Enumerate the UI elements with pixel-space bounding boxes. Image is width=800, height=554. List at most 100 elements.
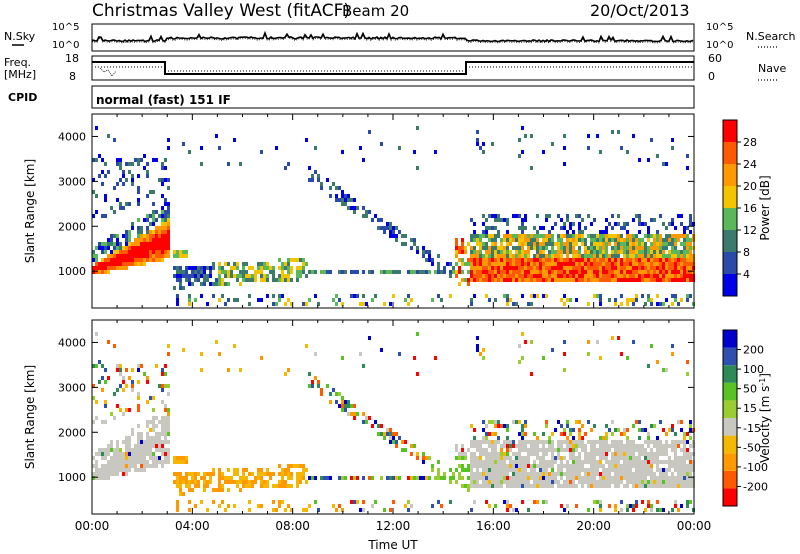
velocity-cell: [119, 460, 122, 464]
power-cell: [152, 202, 155, 206]
velocity-cell: [179, 480, 182, 484]
power-cell: [179, 278, 182, 282]
power-cell: [488, 214, 491, 218]
power-cell: [389, 302, 392, 306]
power-cell: [500, 270, 503, 274]
velocity-cell: [461, 444, 464, 448]
power-cell: [620, 294, 623, 298]
power-cell: [104, 250, 107, 254]
velocity-cell: [647, 364, 650, 368]
power-cell: [113, 186, 116, 190]
power-cell: [554, 274, 557, 278]
power-cell: [557, 266, 560, 270]
velocity-cell: [497, 452, 500, 456]
power-cell: [554, 254, 557, 258]
power-cell: [533, 242, 536, 246]
freq-right-tick-top: 60: [708, 52, 722, 65]
power-cell: [410, 270, 413, 274]
power-cell: [125, 230, 128, 234]
power-cell: [200, 162, 203, 166]
velocity-cell: [485, 472, 488, 476]
velocity-cell: [659, 460, 662, 464]
power-cell: [521, 250, 524, 254]
power-cell: [167, 214, 170, 218]
velocity-cell: [161, 440, 164, 444]
velocity-cell: [143, 448, 146, 452]
velocity-cell: [242, 480, 245, 484]
power-cell: [155, 230, 158, 234]
power-cell: [545, 238, 548, 242]
power-x-ticks: [91, 114, 695, 308]
velocity-cell: [317, 384, 320, 388]
power-cell: [125, 246, 128, 250]
power-cell: [197, 266, 200, 270]
power-cell: [224, 274, 227, 278]
velocity-cell: [539, 456, 542, 460]
power-cell: [101, 214, 104, 218]
velocity-cell: [218, 472, 221, 476]
velocity-cell: [551, 476, 554, 480]
power-cell: [137, 162, 140, 166]
velocity-cell: [347, 404, 350, 408]
velocity-cell: [563, 352, 566, 356]
velocity-cell: [314, 352, 317, 356]
velocity-cell: [416, 456, 419, 460]
power-cell: [626, 150, 629, 154]
velocity-cell: [542, 464, 545, 468]
velocity-cell: [647, 456, 650, 460]
velocity-cell: [428, 456, 431, 460]
power-cell: [110, 238, 113, 242]
velocity-cell: [485, 448, 488, 452]
velocity-cell: [239, 476, 242, 480]
velocity-cell: [614, 484, 617, 488]
power-cell: [362, 206, 365, 210]
velocity-cell: [101, 464, 104, 468]
velocity-cell: [518, 360, 521, 364]
power-cell: [671, 262, 674, 266]
velocity-cell: [167, 412, 170, 416]
velocity-cell: [656, 460, 659, 464]
power-cell: [662, 278, 665, 282]
velocity-cell: [521, 332, 524, 336]
velocity-cell: [617, 448, 620, 452]
power-cell: [530, 274, 533, 278]
power-cell: [248, 278, 251, 282]
velocity-cell: [488, 452, 491, 456]
velocity-cell: [653, 476, 656, 480]
power-cell: [557, 242, 560, 246]
velocity-cell: [671, 424, 674, 428]
velocity-cell: [518, 440, 521, 444]
velocity-cell: [167, 384, 170, 388]
power-cell: [533, 278, 536, 282]
power-cell: [131, 246, 134, 250]
power-cell: [668, 278, 671, 282]
power-cell: [461, 262, 464, 266]
colorbar-tick-label: 200: [743, 344, 764, 357]
power-cell: [482, 266, 485, 270]
power-cell: [632, 238, 635, 242]
x-tick-label: 20:00: [576, 519, 611, 533]
velocity-cell: [137, 380, 140, 384]
power-cell: [479, 266, 482, 270]
power-cell: [617, 214, 620, 218]
velocity-cell: [164, 416, 167, 420]
velocity-cell: [578, 464, 581, 468]
beam-label: Beam 20: [342, 2, 409, 20]
velocity-cell: [488, 472, 491, 476]
power-cell: [527, 262, 530, 266]
velocity-cell: [512, 468, 515, 472]
power-cell: [413, 238, 416, 242]
velocity-cell: [560, 444, 563, 448]
velocity-cell: [233, 480, 236, 484]
power-cell: [572, 238, 575, 242]
power-cell: [578, 238, 581, 242]
velocity-cell: [158, 432, 161, 436]
velocity-cell: [146, 448, 149, 452]
velocity-cell: [590, 448, 593, 452]
velocity-cell: [488, 456, 491, 460]
power-cell: [611, 130, 614, 134]
velocity-cell: [104, 368, 107, 372]
power-cell: [281, 294, 284, 298]
power-cell: [209, 274, 212, 278]
velocity-cell: [305, 508, 308, 512]
